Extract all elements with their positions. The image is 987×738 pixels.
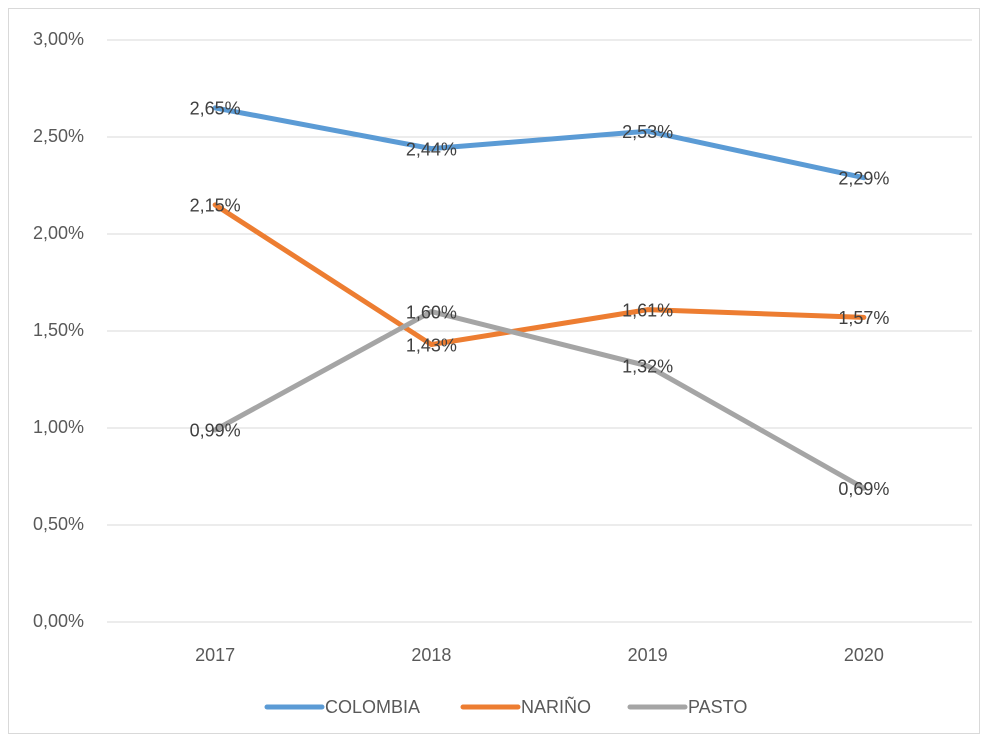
data-label: 1,57% (838, 308, 889, 328)
data-label: 2,65% (190, 99, 241, 119)
data-label: 1,61% (622, 300, 673, 320)
legend-label: COLOMBIA (325, 697, 420, 717)
x-tick-label: 2019 (628, 645, 668, 665)
y-tick-label: 0,50% (33, 514, 84, 534)
data-label: 1,43% (406, 335, 457, 355)
x-tick-label: 2020 (844, 645, 884, 665)
series-line (212, 202, 867, 348)
data-label: 1,60% (406, 302, 457, 322)
data-label: 0,69% (838, 479, 889, 499)
y-tick-label: 3,00% (33, 29, 84, 49)
data-label: 2,29% (838, 168, 889, 188)
data-label: 2,53% (622, 122, 673, 142)
x-tick-label: 2018 (411, 645, 451, 665)
legend-label: PASTO (688, 697, 747, 717)
x-tick-label: 2017 (195, 645, 235, 665)
data-label: 0,99% (190, 421, 241, 441)
series-line (212, 309, 867, 491)
series-line (212, 105, 867, 181)
y-tick-label: 2,50% (33, 126, 84, 146)
y-tick-label: 1,00% (33, 417, 84, 437)
y-tick-label: 1,50% (33, 320, 84, 340)
legend-label: NARIÑO (521, 696, 591, 717)
data-label: 1,32% (622, 357, 673, 377)
chart-border (8, 8, 980, 734)
y-tick-label: 2,00% (33, 223, 84, 243)
data-label: 2,15% (190, 196, 241, 216)
data-label: 2,44% (406, 139, 457, 159)
y-tick-label: 0,00% (33, 611, 84, 631)
